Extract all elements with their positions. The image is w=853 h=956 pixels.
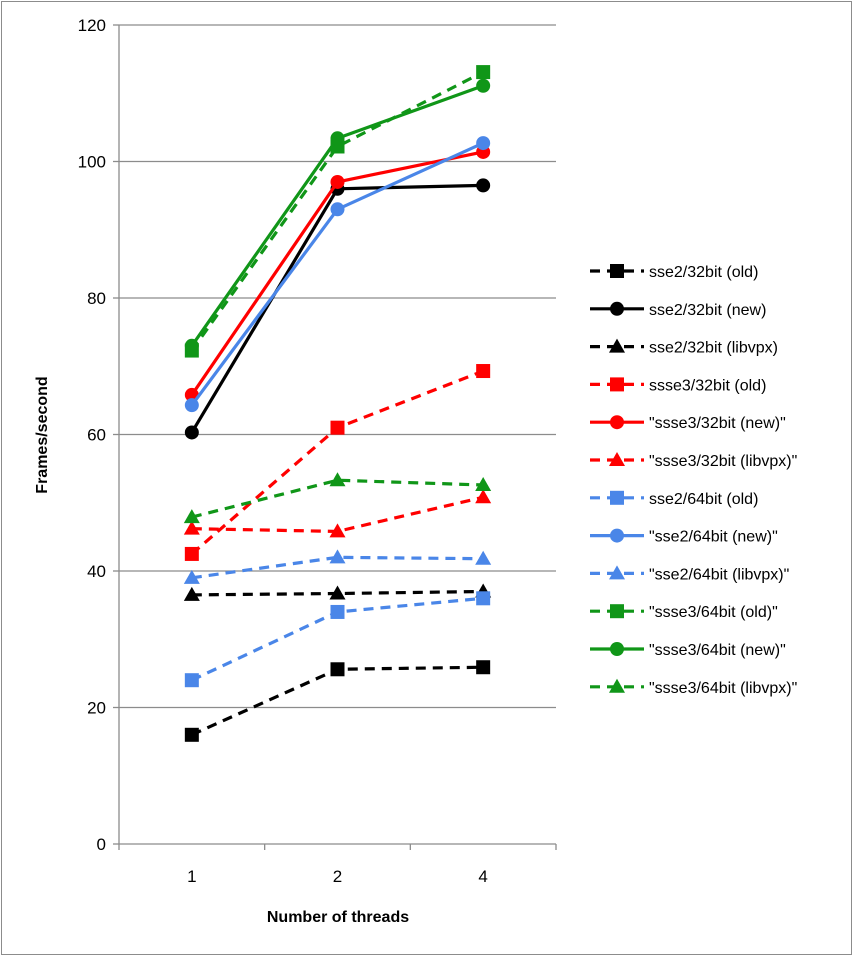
data-point-triangle bbox=[475, 477, 492, 492]
legend-swatch-marker bbox=[610, 528, 624, 543]
y-tick-label: 120 bbox=[78, 16, 106, 35]
legend-label: "ssse3/64bit (libvpx)" bbox=[649, 680, 797, 697]
data-point-circle bbox=[184, 425, 199, 440]
data-point-triangle bbox=[329, 472, 346, 487]
series-6 bbox=[183, 489, 492, 538]
series-lines bbox=[183, 65, 492, 742]
legend-item: "sse2/64bit (libvpx)" bbox=[590, 565, 789, 583]
y-axis-title: Frames/second bbox=[34, 376, 51, 493]
legend-swatch-marker bbox=[609, 338, 625, 353]
data-point-square bbox=[184, 673, 199, 688]
series-line bbox=[190, 183, 484, 434]
data-point-square bbox=[476, 660, 491, 675]
data-point-triangle bbox=[183, 586, 200, 601]
x-tick-label: 4 bbox=[478, 867, 487, 886]
series-9 bbox=[183, 549, 492, 584]
legend-item: sse2/32bit (new) bbox=[590, 301, 766, 319]
legend-swatch-marker bbox=[610, 377, 624, 392]
legend-swatch-marker bbox=[610, 642, 624, 656]
data-point-triangle bbox=[183, 520, 200, 535]
x-tick-label: 2 bbox=[333, 867, 342, 886]
series-2 bbox=[184, 178, 491, 440]
legend-item: "ssse3/64bit (new)" bbox=[590, 642, 786, 659]
legend-swatch-marker bbox=[610, 490, 624, 505]
legend-swatch-marker bbox=[610, 301, 624, 316]
data-point-square bbox=[330, 662, 345, 677]
data-point-square bbox=[184, 727, 199, 742]
data-point-triangle bbox=[329, 523, 346, 538]
legend-label: ssse3/32bit (old) bbox=[649, 377, 766, 394]
data-point-triangle bbox=[475, 489, 492, 504]
data-point-square bbox=[330, 604, 345, 619]
legend-swatch-marker bbox=[610, 264, 624, 278]
data-point-triangle bbox=[183, 509, 200, 524]
series-11 bbox=[184, 78, 491, 353]
series-8 bbox=[184, 136, 491, 413]
legend-label: "sse2/64bit (libvpx)" bbox=[649, 566, 789, 583]
data-point-circle bbox=[476, 136, 491, 151]
data-point-triangle bbox=[475, 550, 492, 565]
x-tick-label: 1 bbox=[187, 867, 196, 886]
legend-item: sse2/32bit (old) bbox=[590, 264, 758, 281]
legend-label: "ssse3/32bit (libvpx)" bbox=[649, 453, 797, 470]
data-point-square bbox=[476, 591, 491, 606]
data-point-square bbox=[184, 546, 199, 561]
data-point-circle bbox=[476, 178, 491, 193]
legend-label: "ssse3/64bit (new)" bbox=[649, 642, 786, 659]
data-point-circle bbox=[476, 78, 491, 93]
series-1 bbox=[184, 660, 491, 742]
y-tick-label: 0 bbox=[97, 835, 106, 854]
series-line bbox=[191, 665, 484, 737]
legend-swatch-marker bbox=[610, 604, 624, 619]
legend: sse2/32bit (old) sse2/32bit (new) sse2/32b… bbox=[590, 264, 797, 697]
axes: 0 20 40 60 80 100 120 1 2 4 bbox=[78, 16, 557, 886]
data-point-circle bbox=[330, 131, 345, 146]
data-point-triangle bbox=[329, 549, 346, 564]
legend-item: ssse3/32bit (old) bbox=[590, 377, 766, 394]
data-point-circle bbox=[330, 174, 345, 189]
data-point-square bbox=[476, 65, 491, 80]
legend-label: sse2/32bit (new) bbox=[649, 302, 766, 319]
legend-swatch-marker bbox=[610, 415, 624, 430]
series-line bbox=[191, 478, 484, 519]
data-point-square bbox=[330, 420, 345, 435]
data-point-triangle bbox=[183, 569, 200, 584]
series-7 bbox=[184, 591, 491, 688]
y-tick-label: 60 bbox=[87, 426, 106, 445]
legend-swatch-marker bbox=[609, 565, 625, 580]
data-point-circle bbox=[184, 398, 199, 413]
legend-item: "sse2/64bit (new)" bbox=[590, 528, 778, 546]
series-line bbox=[190, 70, 484, 352]
y-tick-label: 80 bbox=[87, 289, 106, 308]
legend-label: "ssse3/64bit (old)" bbox=[649, 604, 778, 621]
y-tick-label: 40 bbox=[87, 562, 106, 581]
legend-item: "ssse3/32bit (libvpx)" bbox=[590, 452, 797, 470]
legend-swatch-marker bbox=[609, 678, 625, 693]
legend-label: sse2/32bit (old) bbox=[649, 264, 758, 281]
series-3 bbox=[183, 583, 492, 601]
legend-item: "ssse3/32bit (new)" bbox=[590, 415, 786, 432]
legend-label: sse2/32bit (libvpx) bbox=[649, 340, 778, 357]
legend-item: sse2/64bit (old) bbox=[590, 490, 758, 508]
series-5 bbox=[184, 144, 491, 402]
legend-item: "ssse3/64bit (libvpx)" bbox=[590, 678, 797, 697]
legend-label: "ssse3/32bit (new)" bbox=[649, 415, 786, 432]
legend-item: "ssse3/64bit (old)" bbox=[590, 604, 778, 621]
series-line bbox=[191, 555, 484, 580]
data-point-circle bbox=[184, 338, 199, 353]
legend-item: sse2/32bit (libvpx) bbox=[590, 338, 778, 357]
series-4 bbox=[184, 364, 491, 561]
y-tick-label: 20 bbox=[87, 699, 106, 718]
legend-label: "sse2/64bit (new)" bbox=[649, 529, 778, 546]
y-tick-label: 100 bbox=[78, 153, 106, 172]
data-point-triangle bbox=[329, 585, 346, 600]
data-point-circle bbox=[330, 202, 345, 217]
x-axis-title: Number of threads bbox=[267, 909, 409, 926]
data-point-square bbox=[476, 364, 491, 379]
legend-label: sse2/64bit (old) bbox=[649, 491, 758, 508]
series-12 bbox=[183, 472, 492, 524]
legend-swatch-marker bbox=[609, 452, 625, 466]
